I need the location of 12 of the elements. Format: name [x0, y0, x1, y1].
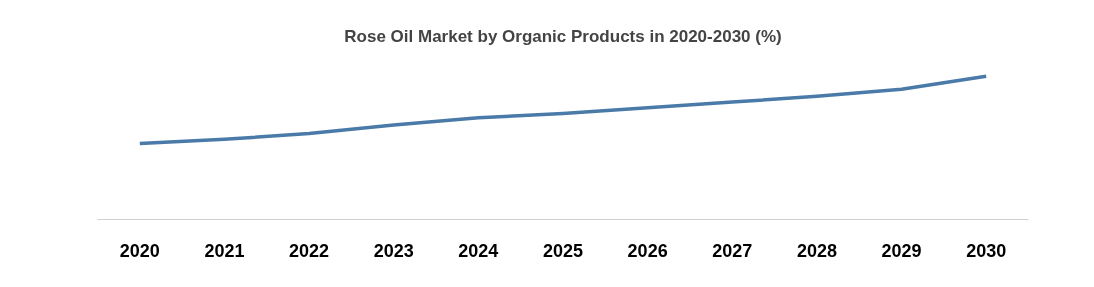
x-tick-label: 2029: [881, 240, 922, 261]
x-tick-label: 2022: [289, 240, 330, 261]
x-tick-label: 2027: [712, 240, 753, 261]
x-tick-label: 2028: [796, 240, 837, 261]
x-tick-label: 2021: [204, 240, 245, 261]
x-tick-label: 2030: [966, 240, 1007, 261]
x-tick-label: 2023: [373, 240, 414, 261]
x-tick-label: 2020: [119, 240, 160, 261]
x-tick-label: 2024: [458, 240, 499, 261]
chart-title: Rose Oil Market by Organic Products in 2020-2030 (%): [344, 26, 782, 46]
x-tick-label: 2026: [627, 240, 668, 261]
x-tick-label: 2025: [542, 240, 584, 261]
